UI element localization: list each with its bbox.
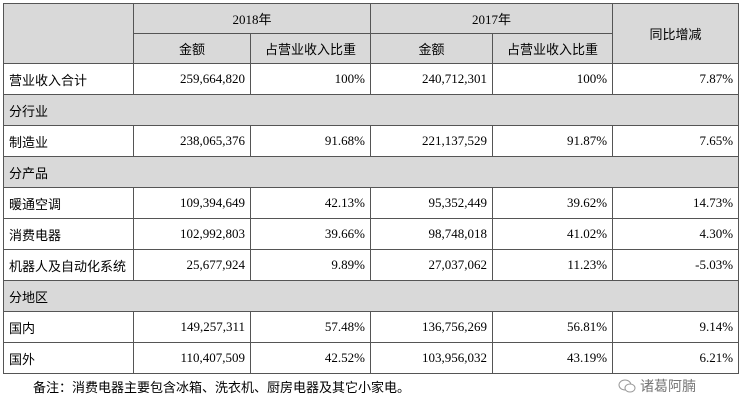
cell: 11.23%: [492, 249, 614, 281]
cell: 41.02%: [492, 218, 614, 250]
revenue-table: 2018年 2017年 同比增减 金额 占营业收入比重 金额 占营业收入比重 营业收入合计 25…: [2, 3, 740, 374]
cell: 91.87%: [492, 125, 614, 157]
cell: 56.81%: [492, 311, 614, 343]
cell: 103,956,032: [370, 342, 494, 374]
sub-header: 占营业收入比重: [249, 33, 372, 64]
sub-header: 占营业收入比重: [492, 33, 614, 64]
sub-header: 金额: [370, 33, 494, 64]
section-label: 分地区: [2, 280, 740, 312]
data-row: 机器人及自动化系统 25,677,924 9.89% 27,037,062 11.23%…: [3, 249, 740, 281]
year-header: 2018年: [132, 3, 372, 34]
cell: 39.62%: [492, 187, 614, 219]
cell: 91.68%: [249, 125, 372, 157]
cell: 95,352,449: [370, 187, 494, 219]
cell: 149,257,311: [133, 311, 251, 343]
data-row: 制造业 238,065,376 91.68% 221,137,529 91.87% 7.6…: [3, 125, 740, 157]
row-label: 国内: [3, 311, 134, 343]
row-label: 营业收入合计: [3, 63, 134, 95]
cell: 100%: [492, 63, 614, 95]
cell: 240,712,301: [370, 63, 494, 95]
header-row: 2018年 2017年 同比增减: [3, 3, 740, 64]
cell: 7.65%: [612, 125, 740, 157]
section-row: 分产品: [2, 156, 740, 188]
section-label: 分行业: [2, 94, 740, 126]
sub-header: 金额: [133, 33, 251, 64]
cell: 102,992,803: [133, 218, 251, 250]
watermark-text: 诸葛阿腩: [640, 380, 696, 395]
row-label: 消费电器: [3, 218, 134, 250]
section-row: 分行业: [2, 94, 740, 126]
data-row: 国外 110,407,509 42.52% 103,956,032 43.19% 6.21…: [3, 342, 740, 374]
watermark-icon: [618, 379, 636, 393]
cell: 110,407,509: [133, 342, 251, 374]
year-header: 2017年: [370, 3, 614, 34]
cell: 4.30%: [612, 218, 740, 250]
yoy-header: 同比增减: [612, 3, 740, 64]
cell: 6.21%: [612, 342, 740, 374]
watermark: 诸葛阿腩: [618, 376, 696, 396]
cell: 14.73%: [612, 187, 740, 219]
data-row: 营业收入合计 259,664,820 100% 240,712,301 100% 7.87…: [3, 63, 740, 95]
cell: 43.19%: [492, 342, 614, 374]
cell: 9.14%: [612, 311, 740, 343]
row-label: 暖通空调: [3, 187, 134, 219]
row-label: 机器人及自动化系统: [3, 249, 134, 281]
cell: 109,394,649: [133, 187, 251, 219]
cell: 42.52%: [249, 342, 372, 374]
section-label: 分产品: [2, 156, 740, 188]
cell: 42.13%: [249, 187, 372, 219]
row-label: 制造业: [3, 125, 134, 157]
cell: 7.87%: [612, 63, 740, 95]
data-row: 暖通空调 109,394,649 42.13% 95,352,449 39.62% 14.…: [3, 187, 740, 219]
header-row: 金额 占营业收入比重 金额 占营业收入比重: [4, 33, 739, 64]
cell: 39.66%: [249, 218, 372, 250]
cell: 9.89%: [249, 249, 372, 281]
cell: 221,137,529: [370, 125, 494, 157]
section-row: 分地区: [2, 280, 740, 312]
cell: 238,065,376: [133, 125, 251, 157]
cell: 100%: [249, 63, 372, 95]
cell: 25,677,924: [133, 249, 251, 281]
cell: -5.03%: [612, 249, 740, 281]
cell: 27,037,062: [370, 249, 494, 281]
row-label: 国外: [3, 342, 134, 374]
cell: 57.48%: [249, 311, 372, 343]
cell: 98,748,018: [370, 218, 494, 250]
header-corner: [3, 3, 134, 64]
cell: 259,664,820: [133, 63, 251, 95]
data-row: 国内 149,257,311 57.48% 136,756,269 56.81% 9.14…: [3, 311, 740, 343]
footnote: 备注：消费电器主要包含冰箱、洗衣机、厨房电器及其它小家电。: [33, 380, 411, 395]
cell: 136,756,269: [370, 311, 494, 343]
data-row: 消费电器 102,992,803 39.66% 98,748,018 41.02% 4.3…: [3, 218, 740, 250]
